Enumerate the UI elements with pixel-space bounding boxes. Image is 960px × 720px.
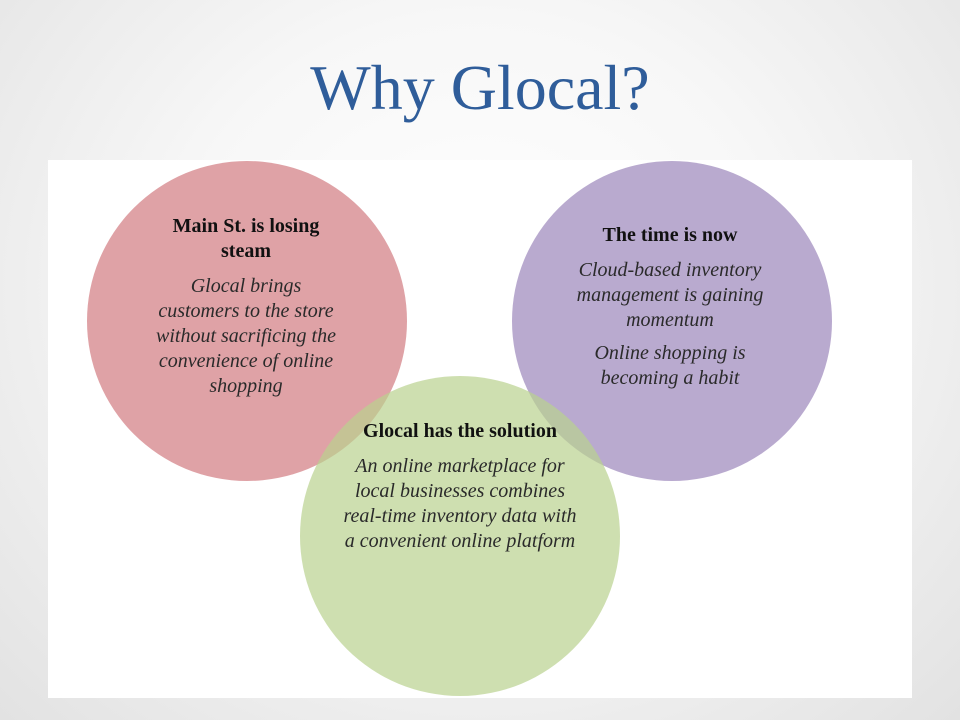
circle-time-is-now-body: Cloud-based inventory management is gain… [576, 259, 764, 331]
circle-glocal-solution-body: An online marketplace for local business… [343, 455, 577, 552]
circle-glocal-solution [300, 376, 620, 696]
slide-title: Why Glocal? [310, 52, 650, 123]
circle-time-is-now [512, 161, 832, 481]
circle-glocal-solution-heading: Glocal has the solution [363, 420, 557, 442]
circle-main-st-body: Glocal brings customers to the store wit… [156, 275, 336, 397]
circle-main-st [87, 161, 407, 481]
circle-main-st-heading: Main St. is losing steam [172, 215, 320, 262]
circle-glocal-solution-text: Glocal has the solution An online market… [338, 419, 582, 554]
diagram-panel: Main St. is losing steam Glocal brings c… [48, 160, 912, 698]
circle-main-st-text: Main St. is losing steam Glocal brings c… [150, 214, 342, 399]
circle-time-is-now-heading: The time is now [602, 224, 738, 246]
venn-circles [87, 161, 832, 696]
circle-time-is-now-text: The time is now Cloud-based inventory ma… [570, 223, 770, 391]
circle-time-is-now-body-2: Online shopping is becoming a habit [594, 342, 746, 389]
